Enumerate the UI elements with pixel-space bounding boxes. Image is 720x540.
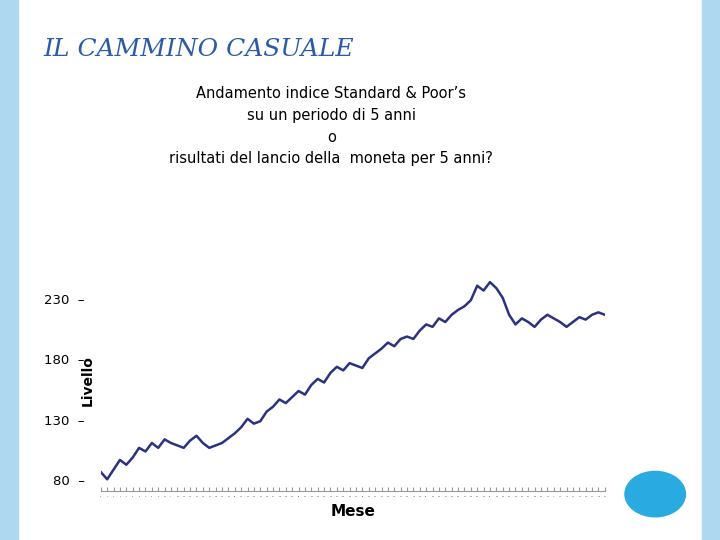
Text: 230  –: 230 – bbox=[45, 294, 85, 307]
Text: 180  –: 180 – bbox=[45, 354, 85, 367]
Text: 80  –: 80 – bbox=[53, 475, 85, 488]
X-axis label: Mese: Mese bbox=[330, 504, 375, 519]
Text: 130  –: 130 – bbox=[45, 415, 85, 428]
Y-axis label: Livello: Livello bbox=[81, 355, 95, 406]
Text: Andamento indice Standard & Poor’s
su un periodo di 5 anni
o
risultati del lanci: Andamento indice Standard & Poor’s su un… bbox=[169, 86, 493, 166]
Text: IL CAMMINO CASUALE: IL CAMMINO CASUALE bbox=[43, 38, 354, 61]
